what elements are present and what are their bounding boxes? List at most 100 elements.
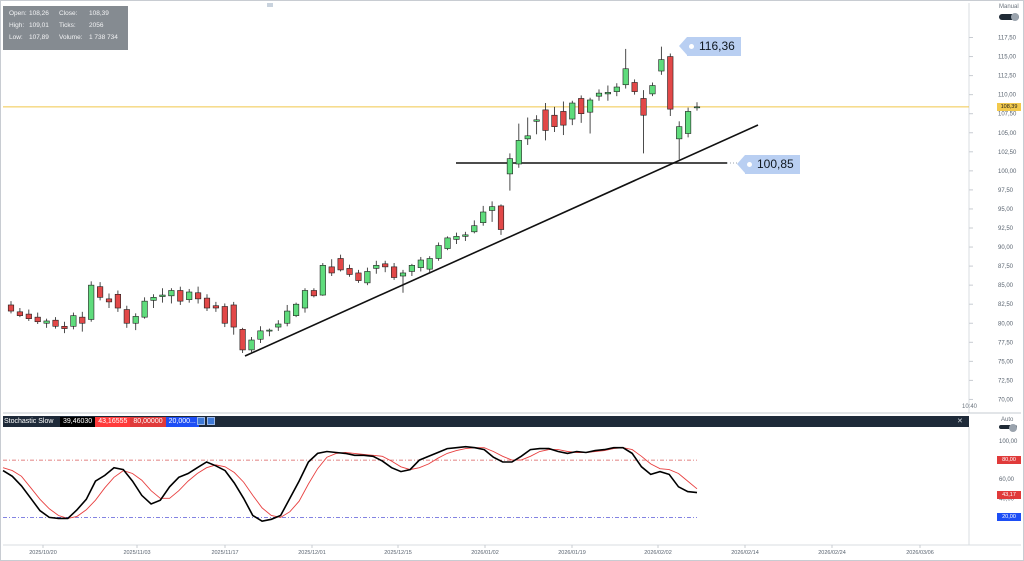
- price-panel[interactable]: [3, 3, 969, 413]
- candle[interactable]: [212, 301, 219, 312]
- candle[interactable]: [533, 115, 540, 135]
- candle[interactable]: [16, 308, 23, 318]
- top-handle[interactable]: [267, 3, 273, 7]
- candle[interactable]: [79, 311, 86, 332]
- candle[interactable]: [364, 267, 371, 286]
- candle[interactable]: [595, 89, 603, 101]
- candle[interactable]: [88, 281, 95, 322]
- candle[interactable]: [658, 46, 665, 75]
- candle[interactable]: [34, 312, 41, 325]
- price-tick-label: 75,00: [998, 359, 1014, 365]
- candle[interactable]: [462, 231, 469, 241]
- candle[interactable]: [221, 303, 228, 328]
- candle[interactable]: [301, 288, 309, 313]
- candle[interactable]: [337, 254, 344, 272]
- candle[interactable]: [141, 297, 148, 319]
- candle[interactable]: [284, 304, 291, 327]
- candle[interactable]: [613, 83, 620, 97]
- candle[interactable]: [132, 313, 139, 331]
- candle[interactable]: [560, 101, 567, 136]
- candle[interactable]: [355, 269, 362, 283]
- candle[interactable]: [186, 288, 193, 303]
- upper-level-tag: 80,00: [997, 456, 1021, 465]
- candle[interactable]: [382, 260, 389, 273]
- candle[interactable]: [275, 320, 282, 331]
- candle[interactable]: [480, 205, 487, 226]
- candle[interactable]: [310, 288, 317, 298]
- candle[interactable]: [248, 336, 255, 353]
- candle[interactable]: [408, 263, 415, 277]
- candle-body: [569, 102, 576, 120]
- candle[interactable]: [195, 286, 202, 304]
- candle[interactable]: [373, 260, 380, 274]
- candle[interactable]: [631, 79, 638, 95]
- candle[interactable]: [257, 326, 264, 344]
- indicator-scale-toggle[interactable]: [999, 424, 1017, 432]
- candle[interactable]: [524, 117, 531, 145]
- price-tick-label: 85,00: [998, 283, 1014, 289]
- candle-body: [506, 158, 513, 175]
- k-value: 39,46030: [60, 417, 96, 427]
- candle[interactable]: [105, 293, 113, 309]
- candle[interactable]: [230, 301, 237, 335]
- candle[interactable]: [649, 82, 656, 97]
- candle[interactable]: [551, 106, 558, 132]
- price-tick-label: 80,00: [998, 321, 1014, 327]
- candle[interactable]: [239, 327, 246, 353]
- candle[interactable]: [489, 201, 496, 222]
- candle[interactable]: [426, 256, 433, 273]
- candle[interactable]: [70, 312, 77, 330]
- indicator-visibility-button[interactable]: [207, 417, 215, 425]
- candle[interactable]: [667, 53, 674, 116]
- scale-mode-toggle[interactable]: [999, 13, 1019, 21]
- candle[interactable]: [676, 121, 683, 160]
- candle[interactable]: [399, 269, 407, 293]
- candle[interactable]: [444, 236, 451, 251]
- candle[interactable]: [604, 85, 611, 101]
- candle[interactable]: [578, 95, 585, 123]
- candle-body: [284, 310, 291, 324]
- indicator-settings-button[interactable]: [197, 417, 205, 425]
- indicator-close-icon[interactable]: ✕: [957, 418, 963, 425]
- candle[interactable]: [569, 100, 576, 126]
- line-callout[interactable]: 100,85: [737, 155, 800, 174]
- price-axis[interactable]: [969, 3, 1021, 413]
- candle[interactable]: [685, 107, 692, 138]
- candle[interactable]: [266, 328, 273, 337]
- candle[interactable]: [515, 123, 522, 168]
- candle[interactable]: [168, 288, 175, 304]
- candle[interactable]: [123, 305, 130, 328]
- candle[interactable]: [497, 204, 505, 235]
- candle[interactable]: [391, 263, 398, 280]
- candle[interactable]: [471, 220, 478, 234]
- candle[interactable]: [640, 90, 647, 154]
- candle[interactable]: [61, 321, 68, 334]
- candle[interactable]: [506, 153, 513, 191]
- candle[interactable]: [52, 317, 59, 329]
- candle[interactable]: [177, 286, 184, 305]
- candle[interactable]: [435, 242, 442, 261]
- candle[interactable]: [25, 309, 32, 321]
- candle[interactable]: [622, 48, 629, 89]
- candle[interactable]: [319, 263, 326, 296]
- candle[interactable]: [453, 232, 460, 245]
- high-callout[interactable]: 116,36: [679, 37, 741, 56]
- indicator-panel[interactable]: [3, 427, 969, 545]
- candle[interactable]: [542, 103, 549, 141]
- price-tick-label: 107,50: [998, 112, 1017, 118]
- candle[interactable]: [693, 102, 701, 111]
- candle[interactable]: [159, 288, 166, 303]
- candle[interactable]: [43, 318, 50, 328]
- candle[interactable]: [150, 294, 157, 309]
- candle[interactable]: [328, 259, 335, 277]
- candle[interactable]: [293, 302, 300, 318]
- candle-body: [248, 339, 255, 351]
- candle[interactable]: [97, 282, 104, 301]
- candle[interactable]: [7, 301, 15, 314]
- candle[interactable]: [114, 290, 121, 312]
- candle[interactable]: [203, 294, 211, 312]
- candle[interactable]: [346, 264, 353, 277]
- candle[interactable]: [417, 256, 424, 272]
- candle[interactable]: [587, 97, 594, 134]
